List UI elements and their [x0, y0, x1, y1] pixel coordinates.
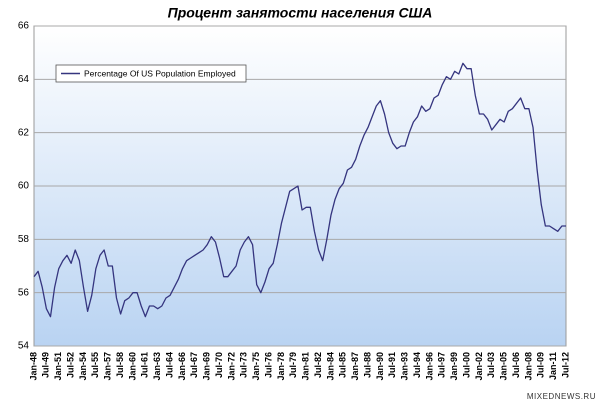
- x-tick-label: Jan-87: [350, 352, 360, 381]
- x-tick-label: Jul-91: [387, 352, 397, 378]
- x-tick-label: Jan-51: [53, 352, 63, 381]
- x-tick-label: Jul-61: [140, 352, 150, 378]
- y-tick-label: 58: [18, 234, 30, 245]
- x-tick-label: Jul-73: [239, 352, 249, 378]
- x-tick-label: Jul-09: [536, 352, 546, 378]
- x-tick-label: Jan-75: [251, 352, 261, 381]
- y-tick-label: 62: [18, 127, 30, 138]
- x-tick-label: Jan-57: [103, 352, 113, 381]
- x-tick-label: Jan-84: [325, 352, 335, 381]
- x-tick-label: Jan-93: [400, 352, 410, 381]
- x-tick-label: Jul-97: [437, 352, 447, 378]
- x-tick-label: Jan-78: [276, 352, 286, 381]
- y-tick-label: 60: [18, 181, 30, 192]
- y-tick-label: 64: [18, 74, 30, 85]
- x-tick-label: Jul-82: [313, 352, 323, 378]
- x-tick-label: Jan-54: [78, 352, 88, 381]
- x-tick-label: Jul-88: [362, 352, 372, 378]
- x-tick-label: Jul-49: [41, 352, 51, 378]
- y-tick-label: 56: [18, 287, 30, 298]
- x-tick-label: Jul-06: [511, 352, 521, 378]
- x-tick-label: Jan-60: [127, 352, 137, 381]
- chart-title: Процент занятости населения США: [168, 5, 433, 21]
- x-tick-label: Jul-55: [90, 352, 100, 378]
- x-tick-label: Jul-94: [412, 352, 422, 378]
- data-line: [33, 62, 566, 318]
- legend-box: [55, 64, 247, 83]
- x-tick-label: Jan-66: [177, 352, 187, 381]
- x-tick-label: Jan-05: [499, 352, 509, 381]
- y-tick-label: 66: [18, 21, 30, 32]
- x-tick-label: Jan-81: [301, 352, 311, 381]
- x-tick-label: Jul-00: [461, 352, 471, 378]
- x-tick-label: Jul-67: [189, 352, 199, 378]
- x-tick-label: Jul-79: [288, 352, 298, 378]
- x-tick-label: Jul-64: [164, 352, 174, 378]
- x-tick-label: Jan-08: [523, 352, 533, 381]
- x-tick-label: Jan-69: [202, 352, 212, 381]
- x-tick-label: Jan-90: [375, 352, 385, 381]
- x-tick-label: Jul-03: [486, 352, 496, 378]
- x-tick-label: Jan-96: [424, 352, 434, 381]
- x-tick-label: Jan-48: [28, 352, 38, 381]
- x-tick-label: Jul-52: [65, 352, 75, 378]
- x-tick-label: Jan-02: [474, 352, 484, 381]
- x-tick-label: Jan-63: [152, 352, 162, 381]
- x-tick-label: Jan-99: [449, 352, 459, 381]
- x-tick-label: Jul-58: [115, 352, 125, 378]
- x-tick-label: Jul-12: [560, 352, 570, 378]
- legend-label: Percentage Of US Population Employed: [84, 68, 236, 78]
- x-tick-label: Jul-85: [338, 352, 348, 378]
- x-tick-label: Jan-72: [226, 352, 236, 381]
- x-tick-label: Jul-70: [214, 352, 224, 378]
- y-tick-label: 54: [18, 341, 30, 352]
- x-tick-label: Jul-76: [263, 352, 273, 378]
- x-tick-label: Jan-11: [548, 352, 558, 380]
- watermark: MIXEDNEWS.RU: [527, 392, 596, 401]
